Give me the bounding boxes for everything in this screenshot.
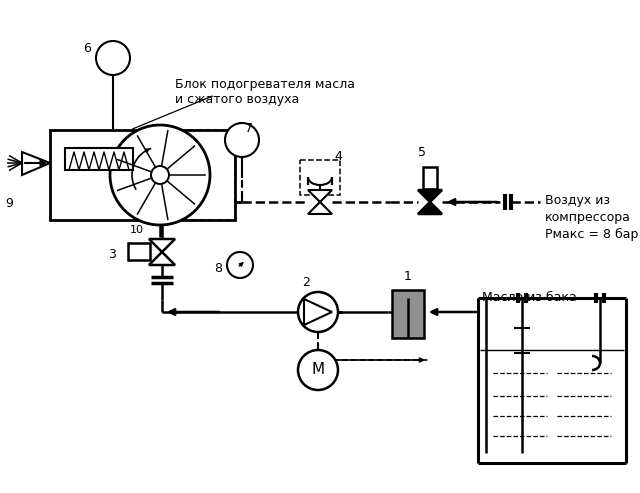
Text: 8: 8 [214, 261, 222, 275]
Text: Рмакс = 8 бар: Рмакс = 8 бар [545, 228, 638, 241]
Text: М: М [312, 362, 324, 378]
Text: 5: 5 [418, 145, 426, 159]
Polygon shape [22, 152, 50, 175]
Circle shape [227, 252, 253, 278]
Text: 1: 1 [404, 270, 412, 282]
Circle shape [96, 41, 130, 75]
Text: 2: 2 [302, 276, 310, 288]
Polygon shape [418, 202, 442, 214]
Polygon shape [149, 252, 175, 265]
Polygon shape [308, 202, 332, 214]
Text: 9: 9 [5, 197, 13, 210]
Bar [50, 130, 235, 220]
Text: 6: 6 [83, 41, 91, 55]
Text: 7: 7 [245, 121, 253, 135]
Circle shape [298, 350, 338, 390]
Circle shape [110, 125, 210, 225]
Polygon shape [418, 190, 442, 202]
Text: 3: 3 [108, 248, 116, 261]
Text: Воздух из: Воздух из [545, 194, 610, 207]
Polygon shape [149, 239, 175, 252]
Bar [65, 148, 133, 170]
Polygon shape [308, 190, 332, 202]
Circle shape [298, 292, 338, 332]
Circle shape [225, 123, 259, 157]
Text: Блок подогревателя масла
и сжатого воздуха: Блок подогревателя масла и сжатого возду… [175, 78, 355, 106]
Bar [392, 290, 424, 338]
Text: 10: 10 [130, 225, 144, 235]
Bar [143, 130, 235, 220]
Circle shape [151, 166, 169, 184]
Bar [423, 167, 437, 189]
Text: 4: 4 [334, 150, 342, 164]
Bar [128, 243, 150, 260]
Text: компрессора: компрессора [545, 211, 631, 224]
Text: Масло из бака: Масло из бака [482, 291, 577, 304]
Bar [300, 160, 340, 195]
Polygon shape [304, 299, 332, 325]
